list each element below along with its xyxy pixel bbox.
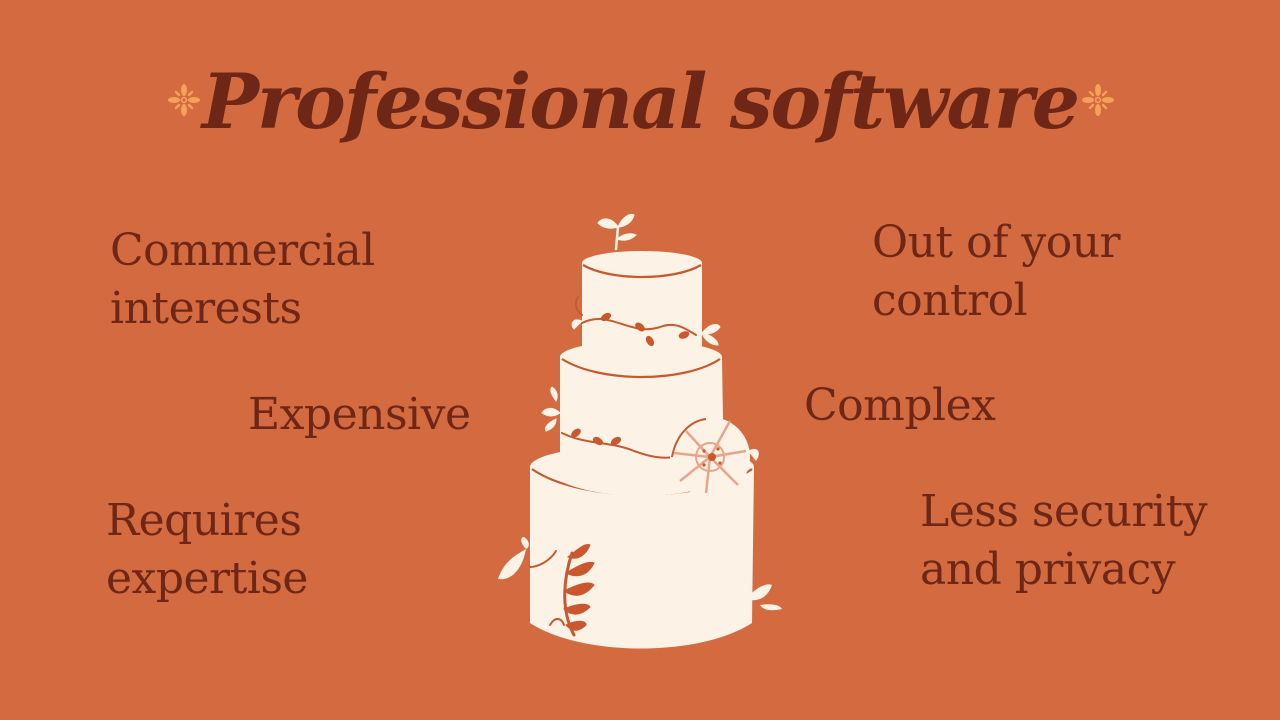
fern-decoration-icon [529,544,595,637]
point-expensive: Expensive [248,389,471,440]
point-commercial-interests: Commercial interests [110,225,375,334]
flower-ornament-icon [1082,84,1114,116]
point-complex: Complex [804,380,996,431]
flower-ornament-icon [168,84,200,116]
point-requires-expertise: Requires expertise [106,495,308,604]
point-out-of-control: Out of your control [872,217,1121,326]
slide-title: Professional software [201,57,1080,146]
flower-decoration-icon [670,417,759,497]
point-less-security-privacy: Less security and privacy [920,486,1208,595]
cake-topper-sprig-icon [597,214,637,251]
wedding-cake-illustration [498,214,782,649]
